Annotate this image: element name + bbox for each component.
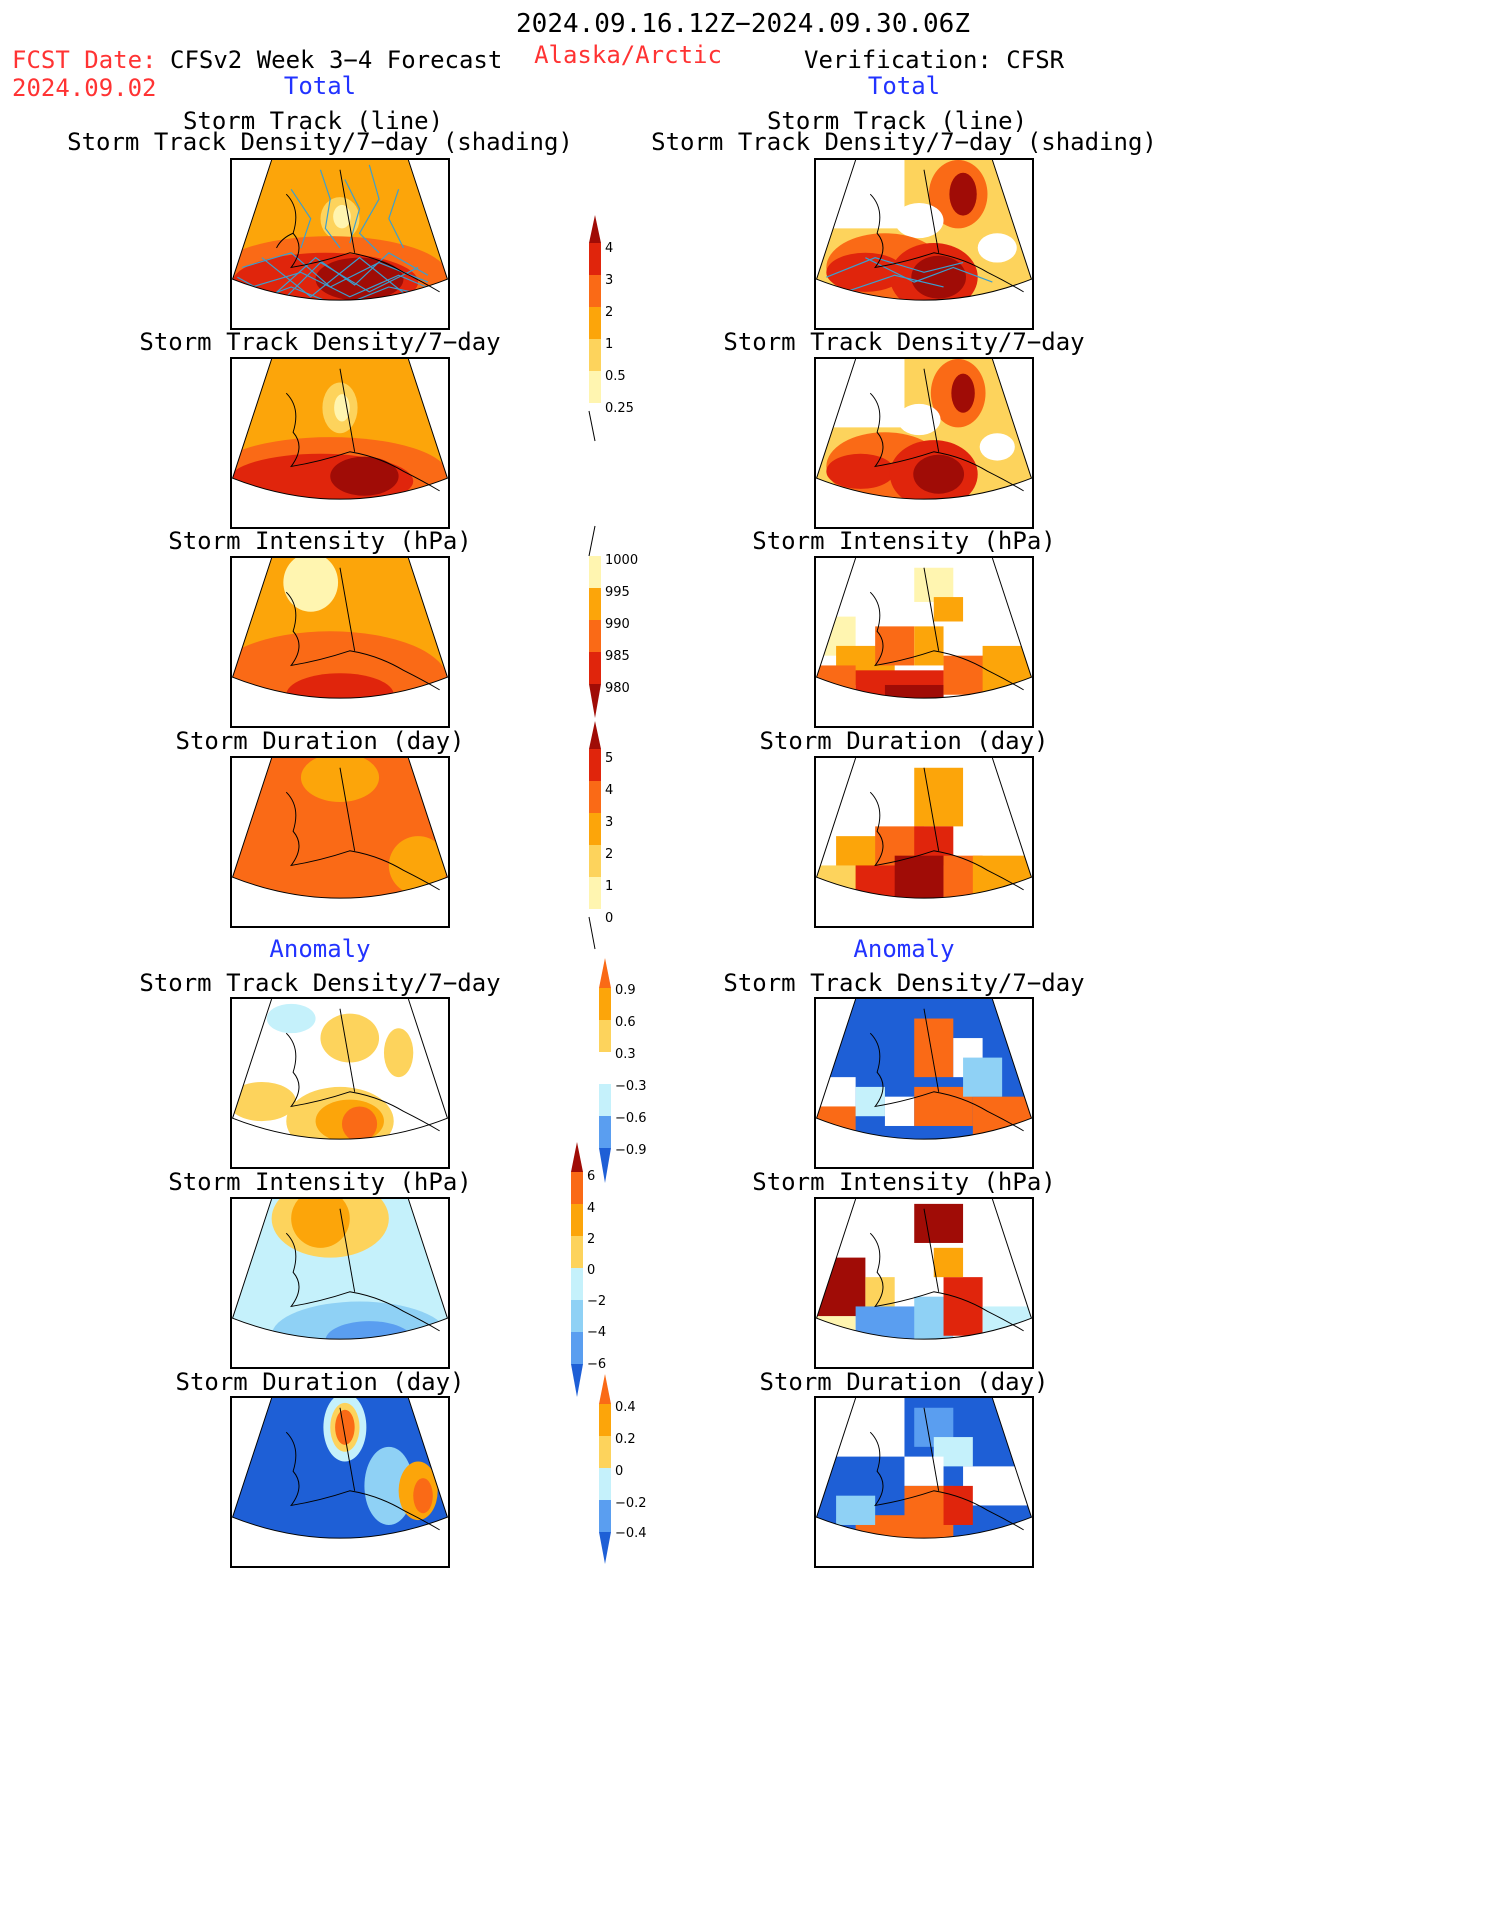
cb-duration-total-tick: 4 — [605, 783, 613, 798]
cb-density-anom-tick: 0.6 — [615, 1015, 636, 1030]
cb-duration-total-tick: 0 — [605, 911, 613, 926]
cb-duration-total-tick: 2 — [605, 847, 613, 862]
cb-density-anom-tick: 0.9 — [615, 983, 636, 998]
cb-duration-anom-tick: 0.4 — [615, 1400, 636, 1415]
cb-density-anom-tick: −0.6 — [615, 1111, 647, 1126]
panel-title-duration-left: Storm Duration (day) — [175, 727, 465, 755]
cb-intensity-anom-tick: 6 — [587, 1169, 595, 1184]
colorbar-density-total: 4 3 2 1 0.5 0.25 — [586, 215, 646, 445]
cb-duration-anom-tick: 0.2 — [615, 1432, 636, 1447]
cb-density-anom-tick: −0.3 — [615, 1079, 647, 1094]
total-label-left: Total — [283, 72, 357, 100]
region-title: Alaska/Arctic — [534, 41, 722, 69]
map-intensity-forecast — [230, 556, 450, 728]
panel-title-track-shading-left: Storm Track Density/7−day (shading) — [67, 128, 573, 156]
cb-intensity-anom-tick: −2 — [587, 1294, 606, 1309]
cb-density-total-tick: 3 — [605, 273, 613, 288]
fcst-label: FCST Date: — [12, 46, 157, 74]
cb-duration-total-tick: 5 — [605, 751, 613, 766]
cb-intensity-total-tick: 980 — [605, 681, 630, 696]
panel-title-intensity-left: Storm Intensity (hPa) — [168, 527, 472, 555]
panel-title-anom-duration-right: Storm Duration (day) — [759, 1368, 1049, 1396]
map-track-verification — [814, 158, 1034, 330]
map-anom-density-forecast — [230, 997, 450, 1169]
cb-density-total-tick: 0.5 — [605, 369, 626, 384]
cb-duration-total-tick: 3 — [605, 815, 613, 830]
cb-duration-anom-tick: −0.4 — [615, 1526, 647, 1541]
cb-intensity-anom-tick: −6 — [587, 1357, 606, 1372]
panel-title-track-line-left: Storm Track (line) — [182, 107, 444, 135]
map-duration-forecast — [230, 756, 450, 928]
colorbar-intensity-total: 1000 995 990 985 980 — [586, 525, 646, 721]
cb-intensity-anom-tick: 4 — [587, 1201, 595, 1216]
verification-title: Verification: CFSR — [804, 46, 1065, 74]
map-anom-duration-verification — [814, 1396, 1034, 1568]
colorbar-density-anom: 0.9 0.6 0.3 −0.3 −0.6 −0.9 — [596, 958, 656, 1188]
map-density-verification — [814, 357, 1034, 529]
map-track-forecast — [230, 158, 450, 330]
cb-duration-anom-tick: 0 — [615, 1464, 623, 1479]
map-anom-intensity-forecast — [230, 1197, 450, 1369]
colorbar-duration-total: 5 4 3 2 1 0 — [586, 721, 646, 951]
cb-density-anom-tick: 0.3 — [615, 1047, 636, 1062]
map-anom-intensity-verification — [814, 1197, 1034, 1369]
colorbar-duration-anom: 0.4 0.2 0 −0.2 −0.4 — [596, 1374, 656, 1569]
anomaly-label-right: Anomaly — [853, 935, 955, 963]
map-intensity-verification — [814, 556, 1034, 728]
colorbar-intensity-anom: 6 4 2 0 −2 −4 −6 — [568, 1142, 628, 1397]
panel-title-density-right: Storm Track Density/7−day — [723, 328, 1085, 356]
panel-title-track-line-right: Storm Track (line) — [766, 107, 1028, 135]
cb-density-total-tick: 2 — [605, 305, 613, 320]
panel-title-anom-intensity-left: Storm Intensity (hPa) — [168, 1168, 472, 1196]
forecast-title: CFSv2 Week 3−4 Forecast — [170, 46, 503, 74]
fcst-date: 2024.09.02 — [12, 74, 157, 102]
cb-density-total-tick: 1 — [605, 337, 613, 352]
cb-density-total-tick: 4 — [605, 241, 613, 256]
cb-intensity-anom-tick: 2 — [587, 1232, 595, 1247]
panel-title-density-left: Storm Track Density/7−day — [139, 328, 501, 356]
map-duration-verification — [814, 756, 1034, 928]
cb-intensity-anom-tick: 0 — [587, 1263, 595, 1278]
panel-title-intensity-right: Storm Intensity (hPa) — [752, 527, 1056, 555]
anomaly-label-left: Anomaly — [269, 935, 371, 963]
panel-title-track-shading-right: Storm Track Density/7−day (shading) — [651, 128, 1157, 156]
panel-title-anom-density-right: Storm Track Density/7−day — [723, 969, 1085, 997]
panel-title-anom-intensity-right: Storm Intensity (hPa) — [752, 1168, 1056, 1196]
cb-intensity-total-tick: 995 — [605, 585, 630, 600]
panel-title-anom-density-left: Storm Track Density/7−day — [139, 969, 501, 997]
cb-duration-total-tick: 1 — [605, 879, 613, 894]
cb-intensity-total-tick: 990 — [605, 617, 630, 632]
map-anom-density-verification — [814, 997, 1034, 1169]
cb-intensity-anom-tick: −4 — [587, 1325, 606, 1340]
panel-title-anom-duration-left: Storm Duration (day) — [175, 1368, 465, 1396]
cb-density-total-tick: 0.25 — [605, 401, 634, 416]
cb-intensity-total-tick: 1000 — [605, 553, 638, 568]
cb-density-anom-tick: −0.9 — [615, 1143, 647, 1158]
total-label-right: Total — [867, 72, 941, 100]
map-density-forecast — [230, 357, 450, 529]
map-anom-duration-forecast — [230, 1396, 450, 1568]
date-range: 2024.09.16.12Z−2024.09.30.06Z — [516, 9, 970, 39]
panel-title-duration-right: Storm Duration (day) — [759, 727, 1049, 755]
cb-duration-anom-tick: −0.2 — [615, 1496, 647, 1511]
cb-intensity-total-tick: 985 — [605, 649, 630, 664]
